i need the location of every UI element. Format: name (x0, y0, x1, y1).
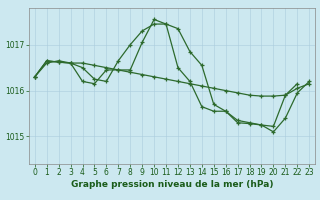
X-axis label: Graphe pression niveau de la mer (hPa): Graphe pression niveau de la mer (hPa) (71, 180, 273, 189)
